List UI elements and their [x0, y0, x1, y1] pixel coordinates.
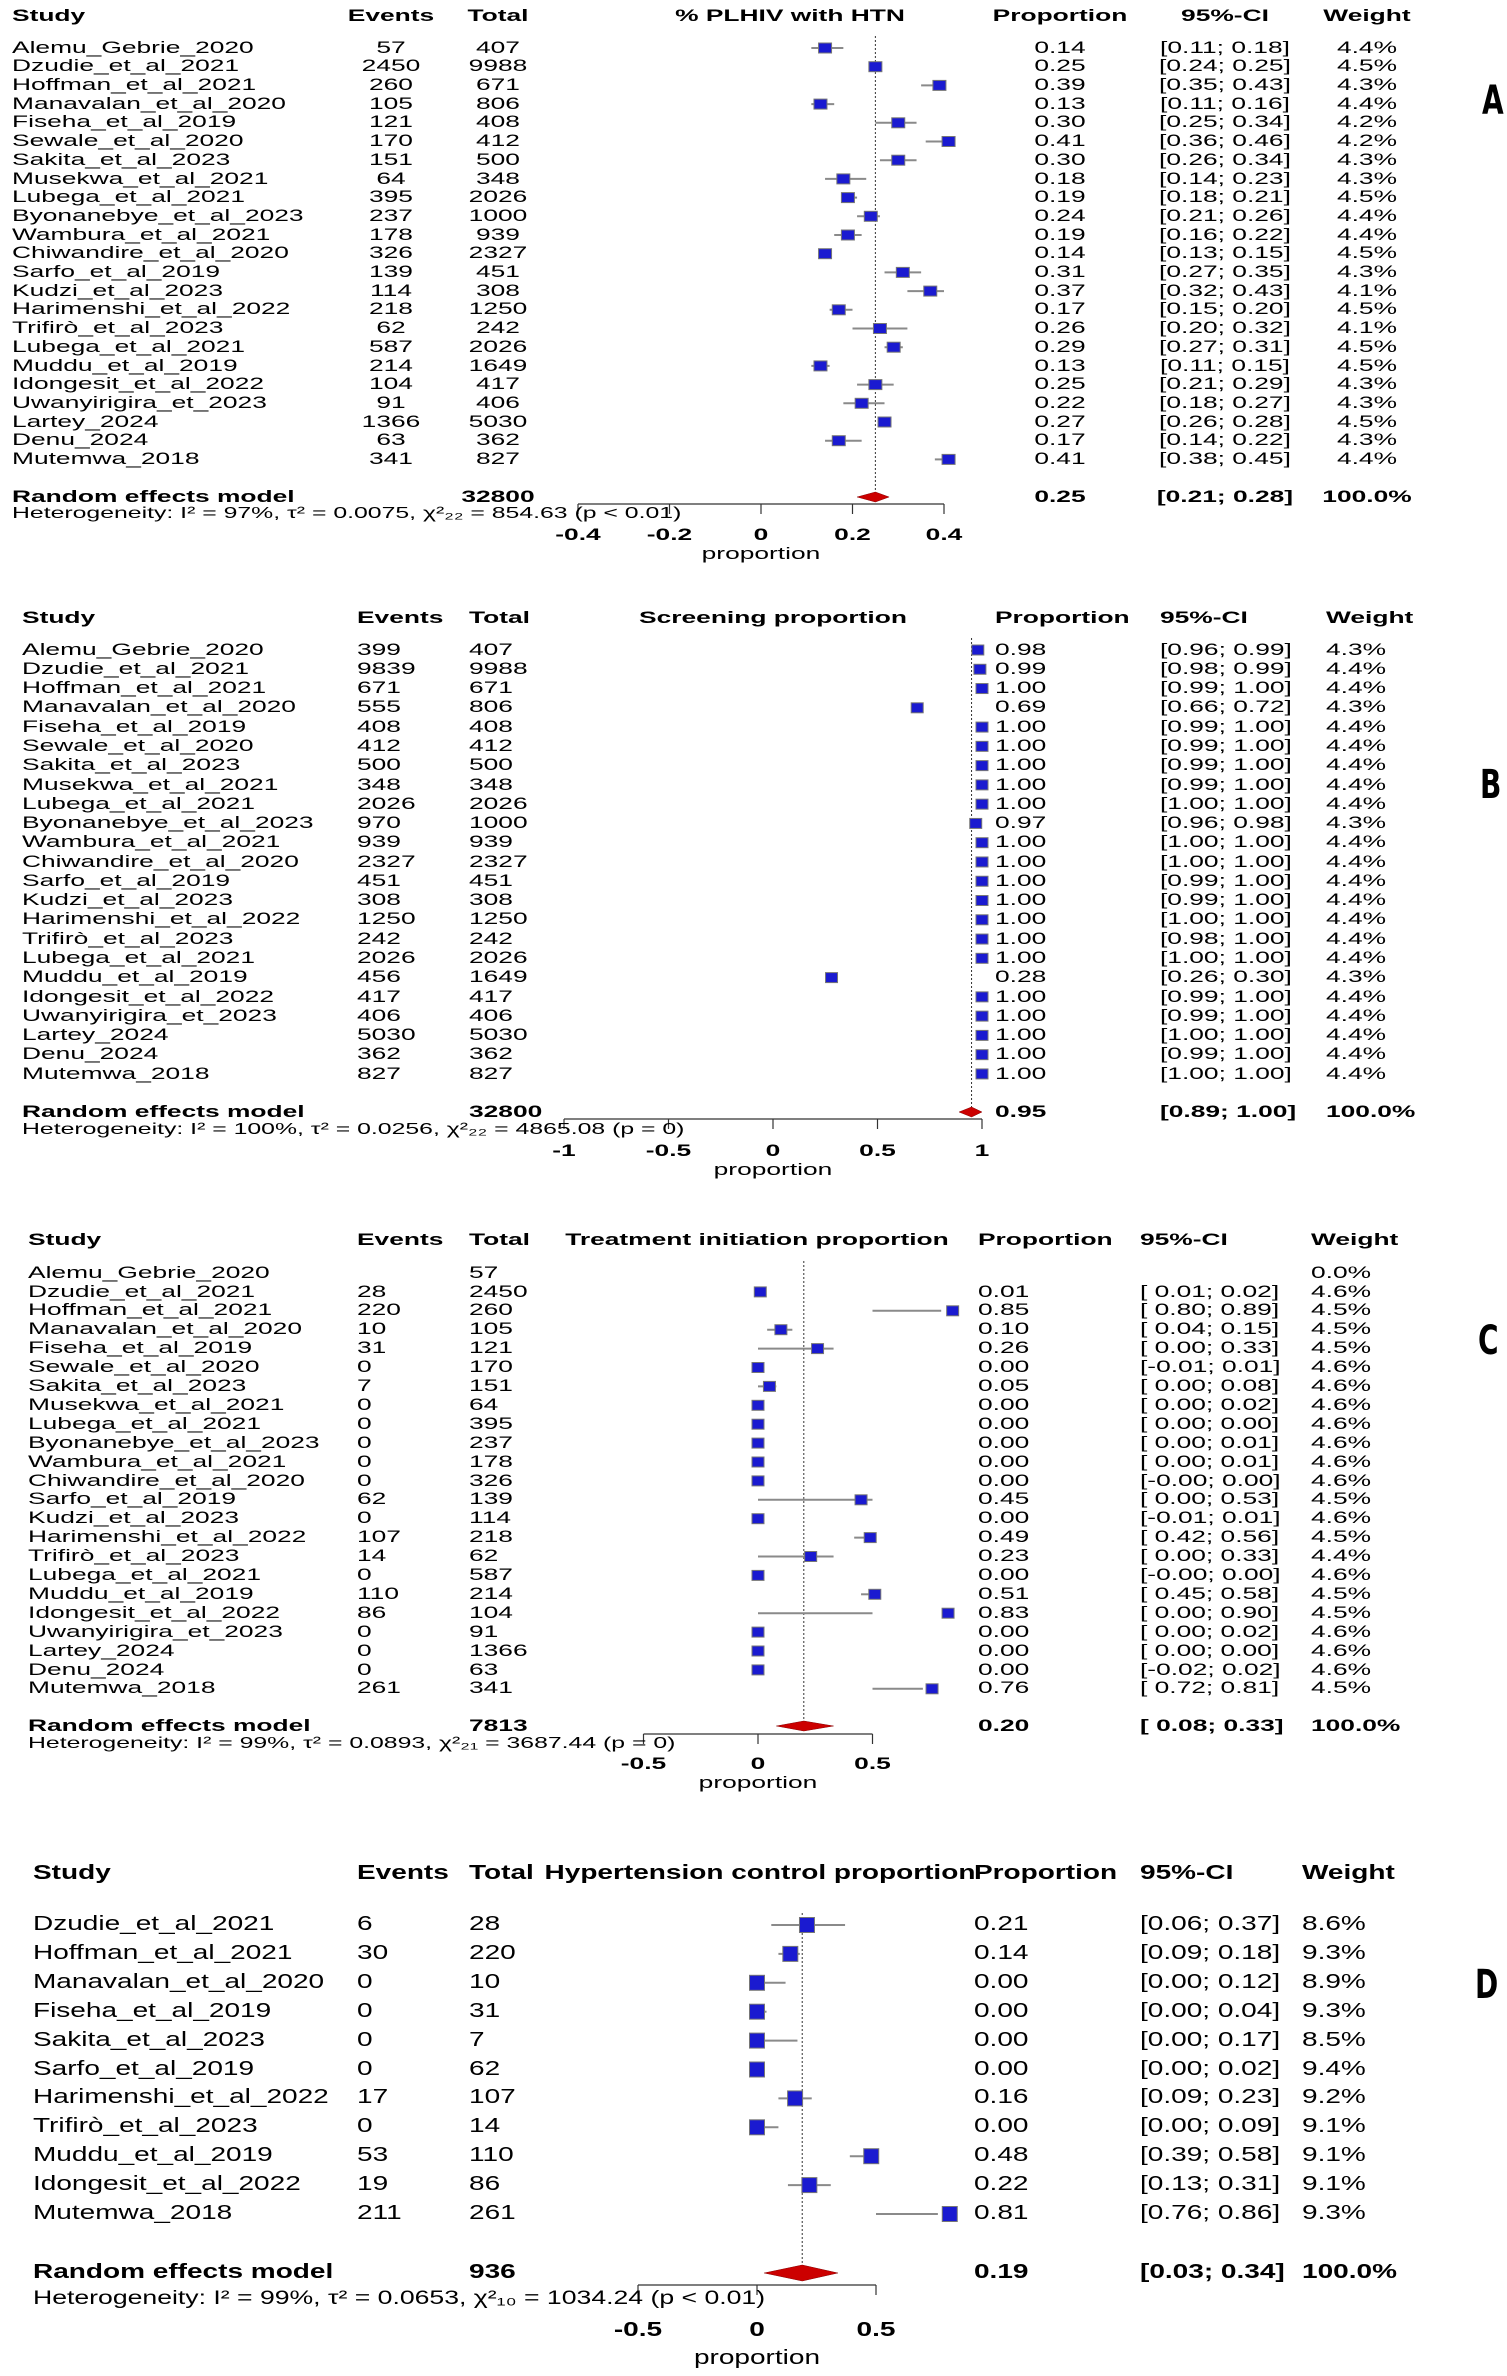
study-square-marker [863, 1532, 877, 1544]
study-square-marker [749, 2061, 765, 2078]
study-square-marker [975, 837, 989, 849]
study-square-marker [975, 1029, 989, 1041]
study-square-marker [831, 304, 846, 316]
study-square-marker [975, 1049, 989, 1061]
study-square-marker [751, 1362, 765, 1373]
study-square-marker [877, 416, 892, 428]
study-square-marker [813, 98, 828, 110]
panel-label: B [1480, 762, 1502, 808]
study-square-marker [813, 360, 828, 372]
study-square-marker [762, 1380, 776, 1392]
pooled-diamond [856, 491, 890, 503]
study-square-marker [941, 136, 956, 147]
study-square-marker [804, 1551, 818, 1562]
pooled-diamond [958, 1106, 983, 1118]
study-square-marker [818, 248, 833, 260]
study-square-marker [782, 1945, 799, 1962]
study-square-marker [975, 798, 989, 810]
study-square-marker [910, 702, 924, 714]
study-square-marker [751, 1513, 765, 1525]
study-square-marker [932, 79, 947, 91]
study-square-marker [751, 1664, 765, 1676]
study-square-marker [975, 895, 989, 907]
study-square-marker [975, 779, 989, 791]
study-square-marker [811, 1343, 825, 1355]
study-square-marker [863, 210, 878, 222]
study-square-marker [975, 875, 989, 887]
study-square-marker [886, 341, 901, 353]
pooled-diamond [776, 1720, 834, 1732]
study-square-marker [975, 740, 989, 752]
study-square-marker [751, 1437, 765, 1449]
study-square-marker [854, 1494, 868, 1506]
study-square-marker [941, 2206, 958, 2222]
study-square-marker [751, 1456, 765, 1468]
study-square-marker [749, 1974, 765, 1991]
study-square-marker [941, 1607, 955, 1619]
study-square-marker [891, 117, 906, 129]
panel-label: C [1478, 1318, 1499, 1364]
study-square-marker [818, 42, 833, 54]
study-square-marker [751, 1475, 765, 1487]
study-square-marker [971, 644, 985, 656]
study-square-marker [854, 397, 869, 409]
study-square-marker [891, 154, 906, 166]
study-square-marker [975, 1068, 989, 1080]
study-square-marker [774, 1324, 788, 1336]
study-square-marker [925, 1683, 939, 1695]
study-square-marker [969, 817, 983, 829]
study-square-marker [868, 379, 883, 391]
study-square-marker [749, 2003, 765, 2020]
study-square-marker [946, 1305, 960, 1317]
study-square-marker [868, 61, 883, 73]
study-square-marker [975, 914, 989, 926]
panel-label: A [1482, 78, 1504, 124]
study-square-marker [868, 1588, 882, 1600]
study-square-marker [975, 856, 989, 868]
study-square-marker [749, 2032, 765, 2049]
study-square-marker [798, 1917, 815, 1933]
study-square-marker [863, 2148, 880, 2165]
study-square-marker [787, 2090, 804, 2107]
study-square-marker [751, 1418, 765, 1430]
study-square-marker [751, 1645, 765, 1657]
panel-label: D [1475, 1962, 1499, 2008]
study-square-marker [975, 952, 989, 964]
study-square-marker [831, 435, 846, 447]
study-square-marker [975, 933, 989, 945]
study-square-marker [975, 991, 989, 1003]
study-square-marker [975, 1010, 989, 1022]
study-square-marker [975, 760, 989, 772]
study-square-marker [751, 1399, 765, 1411]
study-square-marker [840, 192, 855, 204]
study-square-marker [923, 285, 938, 297]
study-square-marker [872, 323, 887, 334]
study-square-marker [801, 2177, 818, 2194]
study-square-marker [836, 173, 851, 185]
study-square-marker [751, 1626, 765, 1638]
study-square-marker [975, 683, 989, 695]
pooled-diamond [764, 2264, 838, 2282]
study-square-marker [895, 266, 910, 278]
study-square-marker [749, 2119, 765, 2136]
study-square-marker [753, 1286, 767, 1298]
study-square-marker [941, 453, 956, 465]
study-square-marker [840, 229, 855, 241]
study-square-marker [825, 972, 839, 984]
study-square-marker [751, 1569, 765, 1581]
study-square-marker [975, 721, 989, 733]
study-square-marker [973, 663, 987, 675]
